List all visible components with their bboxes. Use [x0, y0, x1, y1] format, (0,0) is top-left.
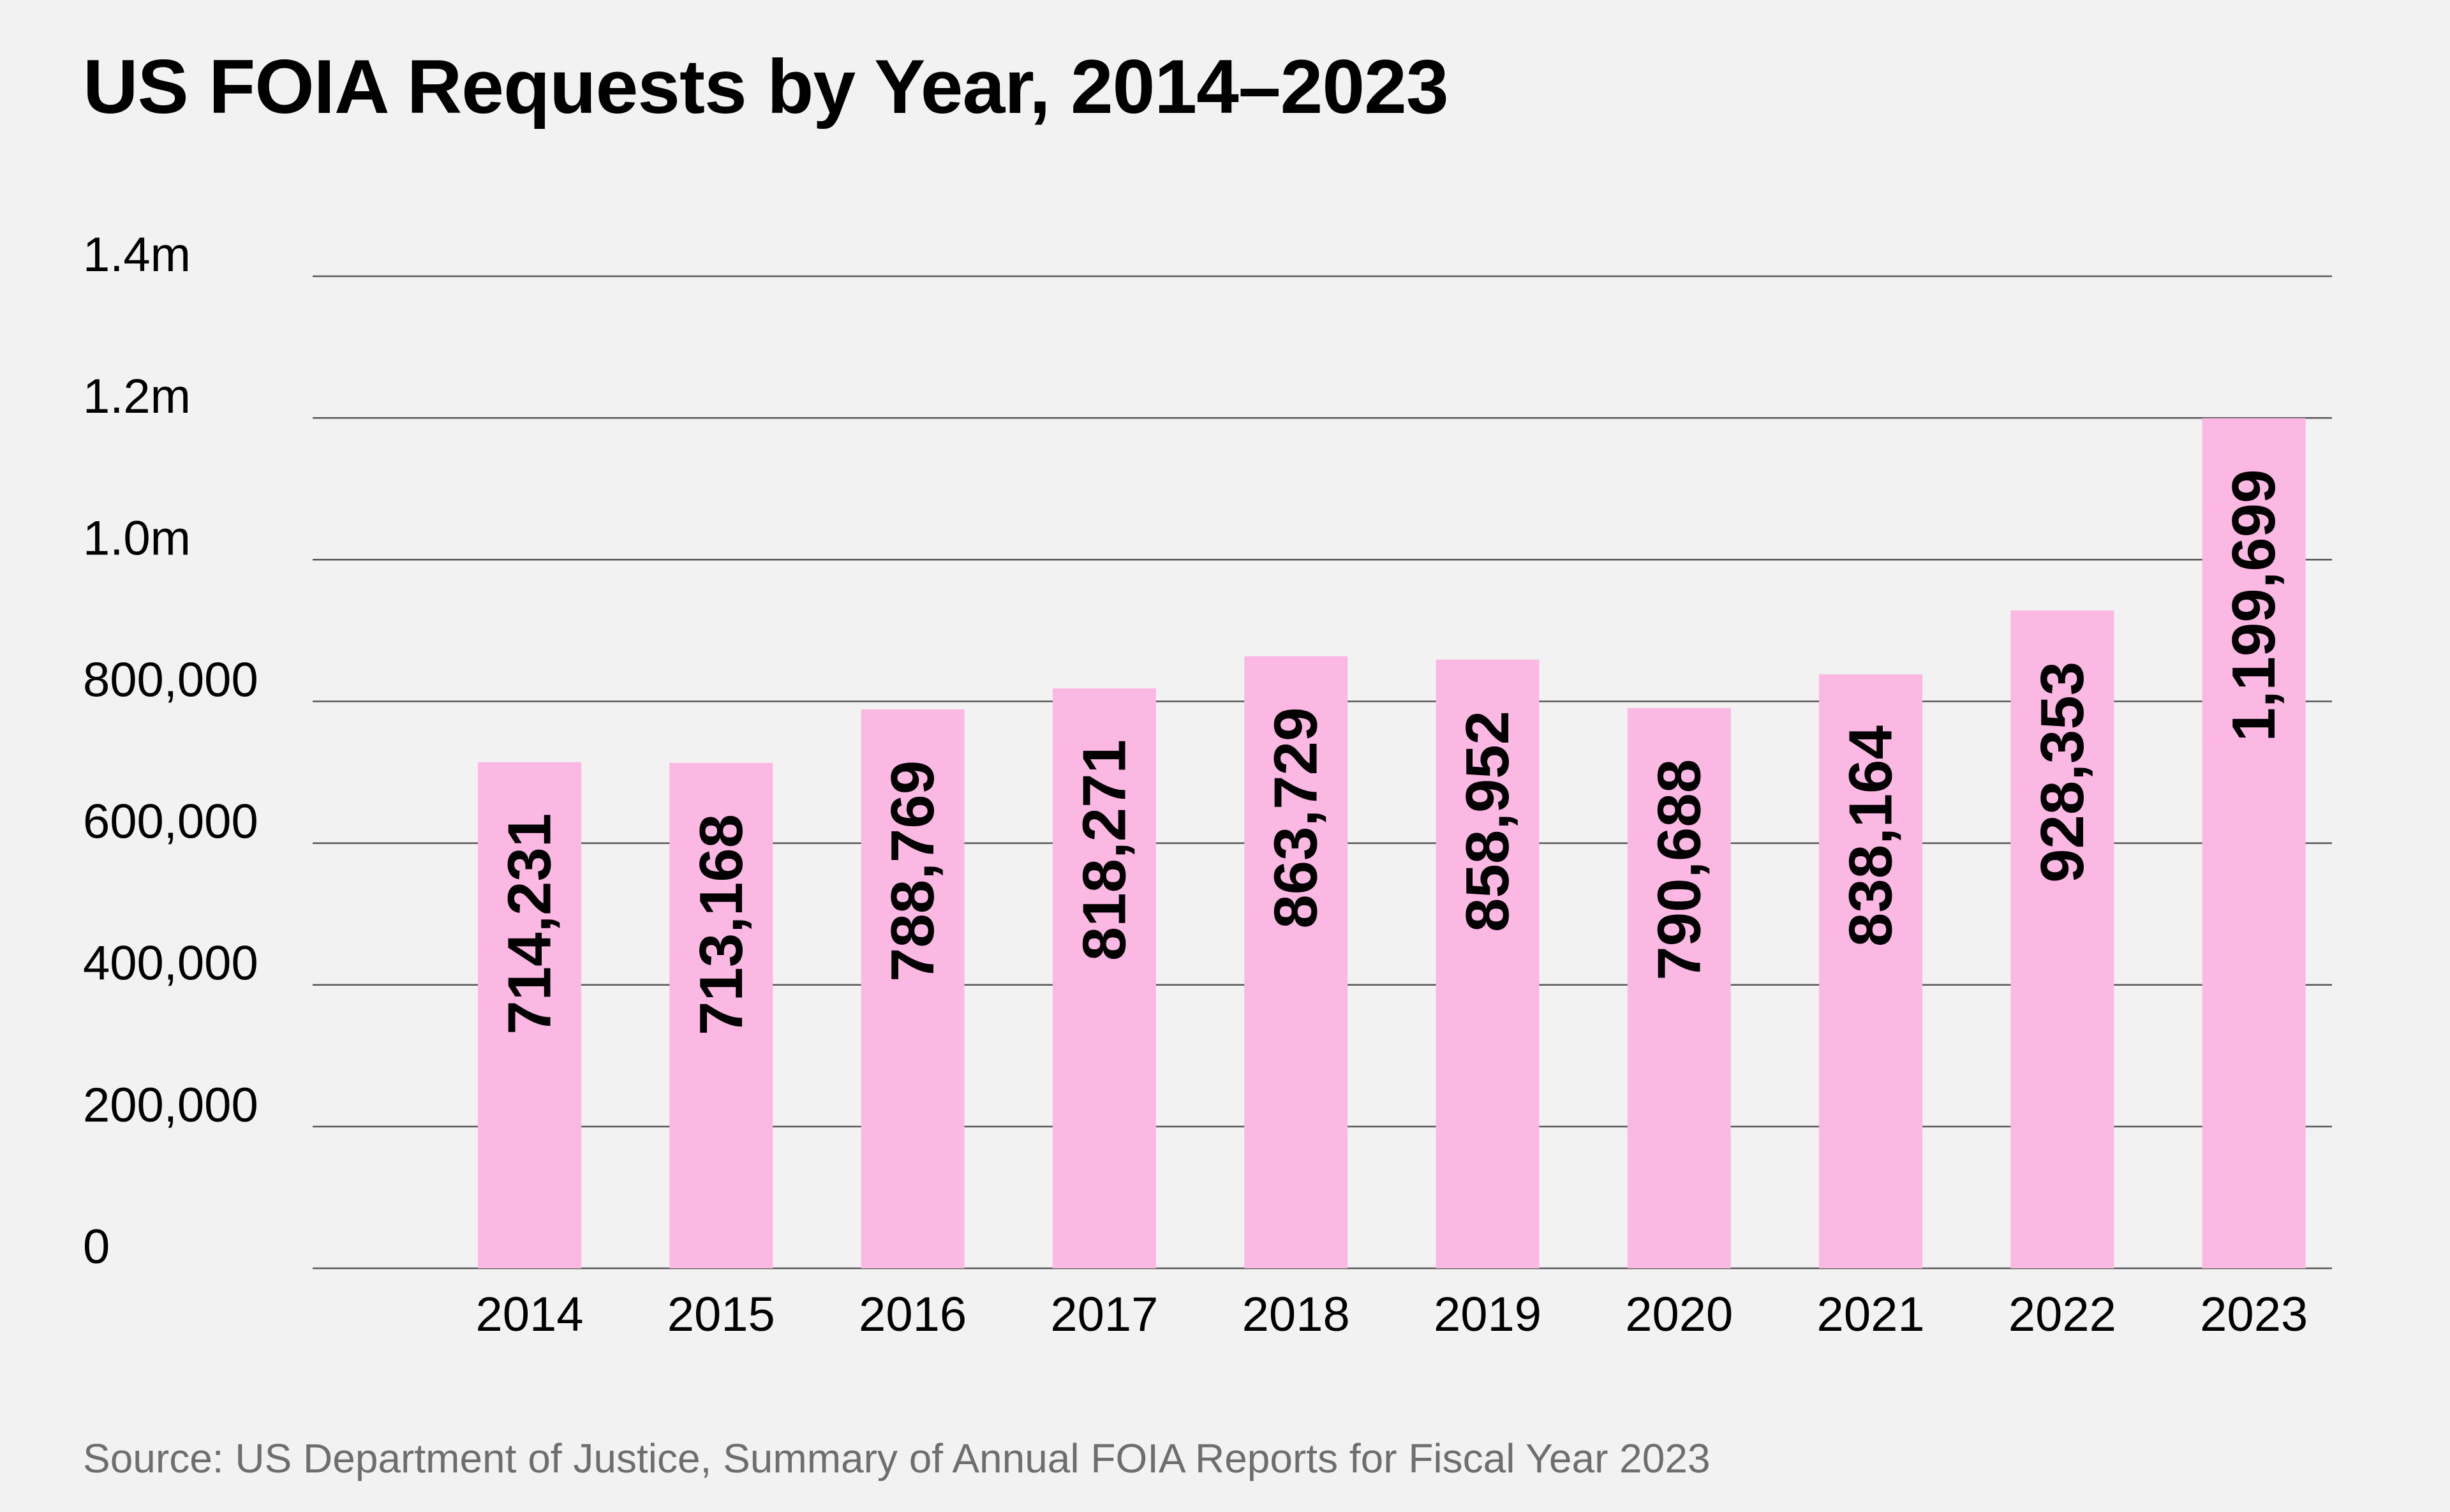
data-label: 713,168	[687, 814, 755, 1035]
data-label: 1,199,699	[2220, 469, 2288, 741]
y-tick-label: 1.4m	[83, 228, 191, 282]
bar-2020	[1627, 708, 1731, 1268]
bar-2016	[861, 709, 965, 1268]
data-label: 790,688	[1645, 759, 1713, 981]
bar-2014	[478, 762, 581, 1268]
x-tick-label: 2021	[1817, 1287, 1925, 1342]
y-tick-label: 800,000	[83, 653, 258, 707]
bar-2015	[669, 762, 773, 1268]
chart-title: US FOIA Requests by Year, 2014–2023	[83, 44, 1449, 130]
x-tick-label: 2022	[2008, 1287, 2116, 1342]
x-tick-label: 2020	[1625, 1287, 1733, 1342]
bar-2019	[1436, 659, 1540, 1268]
y-tick-label: 400,000	[83, 937, 258, 991]
bar-2017	[1052, 688, 1156, 1268]
data-label: 714,231	[496, 813, 564, 1035]
x-axis-ticks: 2014 2015 2016 2017 2018 2019 2020 2021 2022 2023	[475, 1287, 2308, 1342]
bar-2022	[2010, 610, 2114, 1269]
bar-2023	[2202, 418, 2306, 1268]
data-label: 838,164	[1837, 725, 1905, 947]
bars	[478, 418, 2306, 1269]
data-labels: 714,231 713,168 788,769 818,271 863,729 858,9…	[496, 469, 2289, 1035]
data-label: 788,769	[879, 760, 947, 982]
y-tick-label: 0	[83, 1220, 110, 1274]
bar-2021	[1819, 674, 1923, 1268]
data-label: 818,271	[1070, 739, 1138, 961]
data-label: 858,952	[1453, 711, 1522, 932]
data-label: 928,353	[2028, 662, 2097, 883]
y-tick-label: 1.0m	[83, 511, 191, 565]
x-tick-label: 2019	[1434, 1287, 1541, 1342]
x-tick-label: 2014	[475, 1287, 583, 1342]
bar-2018	[1244, 656, 1348, 1268]
y-tick-label: 200,000	[83, 1078, 258, 1132]
x-tick-label: 2015	[667, 1287, 775, 1342]
y-axis-ticks: 0 200,000 400,000 600,000 800,000 1.0m 1.2m 1.4…	[83, 228, 258, 1274]
x-tick-label: 2017	[1050, 1287, 1158, 1342]
x-tick-label: 2023	[2200, 1287, 2308, 1342]
data-label: 863,729	[1262, 708, 1330, 929]
source-note: Source: US Department of Justice, Summar…	[83, 1435, 1711, 1481]
x-tick-label: 2016	[859, 1287, 967, 1342]
x-tick-label: 2018	[1242, 1287, 1350, 1342]
y-tick-label: 600,000	[83, 795, 258, 849]
y-tick-label: 1.2m	[83, 369, 191, 424]
